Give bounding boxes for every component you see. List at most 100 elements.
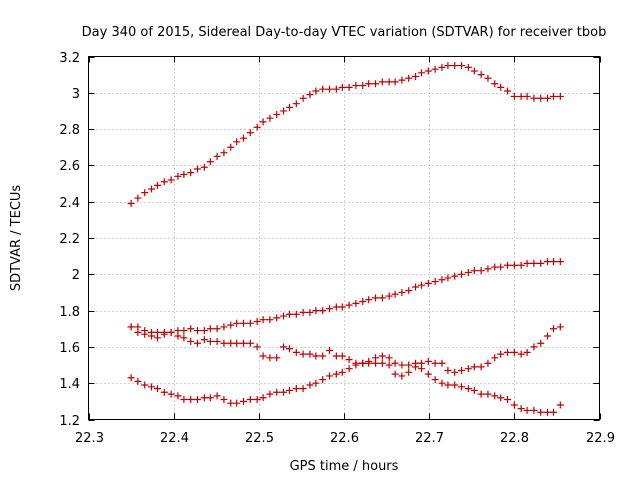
y-tick-label: 3.2 [59, 51, 80, 66]
data-point [497, 350, 505, 358]
data-point [167, 390, 175, 398]
data-point [464, 268, 472, 276]
data-point [544, 408, 552, 416]
data-point [312, 87, 320, 95]
data-point [451, 368, 459, 376]
data-point [306, 350, 314, 358]
x-tick-label: 22.3 [75, 431, 104, 446]
data-point [504, 396, 512, 404]
data-point [266, 390, 274, 398]
data-point [180, 170, 188, 178]
data-point [451, 272, 459, 280]
data-point [180, 327, 188, 335]
data-point [240, 397, 248, 405]
data-point [537, 339, 545, 347]
data-point [444, 274, 452, 282]
data-point [160, 388, 168, 396]
data-point [398, 361, 406, 369]
grid [88, 56, 600, 420]
data-point [510, 401, 518, 409]
data-point [438, 276, 446, 284]
data-point [398, 288, 406, 296]
data-point [306, 91, 314, 99]
data-point [148, 332, 156, 340]
data-point [372, 354, 380, 362]
data-point [285, 386, 293, 394]
data-point [523, 348, 531, 356]
plot-frame [88, 56, 600, 420]
data-point [391, 359, 399, 367]
data-point [550, 258, 558, 266]
data-point [213, 152, 221, 160]
data-point [345, 301, 353, 309]
data-point [200, 336, 208, 344]
data-point [319, 85, 327, 93]
data-point [556, 92, 564, 100]
data-point [240, 134, 248, 142]
data-point [259, 394, 267, 402]
data-point [280, 107, 288, 115]
data-point [332, 370, 340, 378]
data-point [491, 263, 499, 271]
data-point [517, 405, 525, 413]
data-point [484, 390, 492, 398]
data-point [332, 352, 340, 360]
data-point [418, 281, 426, 289]
data-point [148, 185, 156, 193]
data-point [412, 283, 420, 291]
data-point [365, 80, 373, 88]
series-upper-middle [127, 258, 564, 338]
data-point [378, 352, 386, 360]
data-point [470, 67, 478, 75]
data-point [451, 381, 459, 389]
data-point [246, 396, 254, 404]
data-point [438, 63, 446, 71]
data-point [280, 388, 288, 396]
data-point [326, 305, 334, 313]
data-point [246, 319, 254, 327]
data-point [141, 330, 149, 338]
data-point [438, 379, 446, 387]
data-point [240, 339, 248, 347]
y-tick-label: 2.6 [59, 159, 80, 174]
data-point [504, 348, 512, 356]
data-point [378, 359, 386, 367]
data-point [246, 129, 254, 137]
data-point [153, 385, 161, 393]
data-point [464, 385, 472, 393]
data-point [385, 78, 393, 86]
data-point [504, 87, 512, 95]
data-point [391, 370, 399, 378]
data-point [470, 267, 478, 275]
y-tick-label: 3 [72, 87, 80, 102]
data-point [312, 352, 320, 360]
data-point [556, 401, 564, 409]
data-point [477, 267, 485, 275]
data-point [477, 390, 485, 398]
data-point [213, 337, 221, 345]
data-marks [127, 62, 564, 416]
data-point [398, 76, 406, 84]
data-point [206, 158, 214, 166]
data-point [338, 83, 346, 91]
data-point [153, 181, 161, 189]
data-point [206, 394, 214, 402]
data-point [359, 82, 367, 90]
data-point [431, 278, 439, 286]
x-tick-label: 22.9 [586, 431, 615, 446]
data-point [491, 392, 499, 400]
y-tick-label: 1.2 [59, 414, 80, 429]
data-point [477, 71, 485, 79]
series-lower-middle [127, 323, 564, 416]
data-point [292, 385, 300, 393]
data-point [233, 339, 241, 347]
data-point [206, 325, 214, 333]
x-tick-label: 22.6 [330, 431, 359, 446]
data-point [187, 325, 195, 333]
data-point [292, 348, 300, 356]
data-point [510, 261, 518, 269]
data-point [160, 328, 168, 336]
data-point [174, 172, 182, 180]
data-point [194, 165, 202, 173]
data-point [510, 92, 518, 100]
